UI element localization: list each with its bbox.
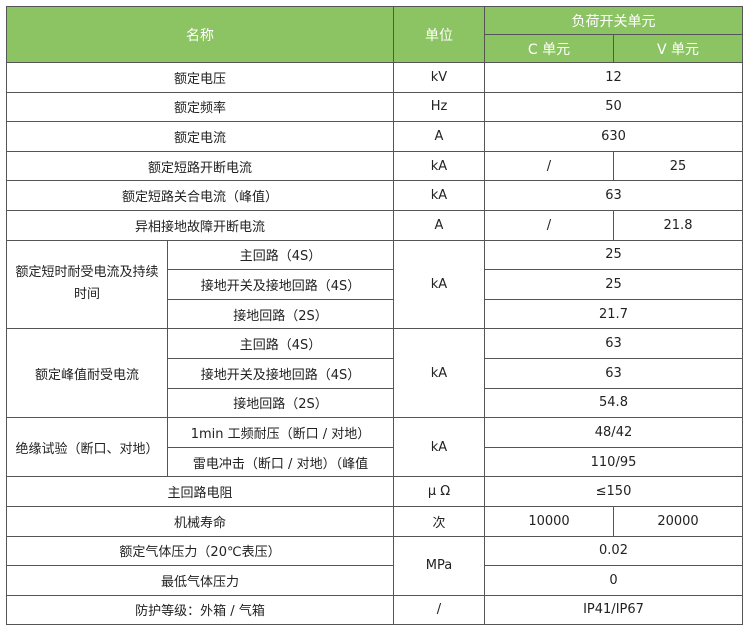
row-name: 额定短路开断电流 [6,150,394,182]
group-unit: MPa [393,535,485,596]
row-name: 额定短路关合电流（峰值） [6,180,394,211]
table-row: 绝缘试验（断口、对地） 1min 工频耐压（断口 / 对地） kA 48/42 [6,417,743,478]
row-unit: / [393,594,485,626]
row-value: 54.8 [484,387,743,419]
table-row: 主回路电阻 μ Ω ≤150 [6,476,743,507]
table-row: 额定电压 kV 12 [6,62,743,93]
table-row: 额定短路开断电流 kA/25 [6,150,743,182]
row-value: 50 [484,91,743,123]
table-row: 接地开关及接地回路（4S） 63 [7,357,743,389]
table-row: 额定短时耐受电流及持续时间 主回路（4S） kA 25 [6,239,743,330]
table-row: 最低气体压力 0 [6,565,743,596]
sub-name: 接地回路（2S） [167,298,394,330]
row-v-value: 25 [613,150,743,182]
sub-name: 雷电冲击（断口 / 对地）（峰值 [167,446,394,478]
row-name: 最低气体压力 [6,565,394,596]
header-row: 名称 单位 负荷开关单元 [6,6,743,63]
row-unit: 次 [393,505,485,537]
row-unit: kA [393,180,485,211]
header-c-unit: C 单元 [484,34,614,63]
row-unit: μ Ω [393,476,485,507]
row-value: 25 [484,239,743,271]
header-group: 负荷开关单元 [484,6,743,35]
row-c-value: / [484,150,614,182]
row-name: 额定电压 [6,62,394,93]
row-unit: Hz [393,91,485,123]
table-row: 额定频率 Hz 50 [6,91,743,123]
row-name: 异相接地故障开断电流 [6,209,394,241]
row-name: 额定电流 [6,121,394,152]
table-row: 防护等级：外箱 / 气箱 / IP41/IP67 [6,594,743,626]
header-unit: 单位 [393,6,485,63]
table-row: 接地回路（2S） 54.8 [7,387,743,419]
row-value: ≤150 [484,476,743,507]
table-row: 额定峰值耐受电流 主回路（4S） kA 63 [6,328,743,419]
row-name: 防护等级：外箱 / 气箱 [6,594,394,626]
group-name: 额定峰值耐受电流 [6,328,168,419]
table-row: 雷电冲击（断口 / 对地）（峰值 110/95 [7,446,743,478]
group-unit: kA [393,328,485,419]
row-c-value: / [484,209,614,241]
row-value: 0 [484,565,743,596]
row-v-value: 21.8 [613,209,743,241]
table-row: 额定短路关合电流（峰值） kA 63 [6,180,743,211]
header-v-unit: V 单元 [613,34,743,63]
row-unit: A [393,209,485,241]
row-value: 63 [484,357,743,389]
row-unit: kV [393,62,485,93]
table-row: 接地开关及接地回路（4S） 25 [7,269,743,300]
group-unit: kA [393,239,485,330]
row-value: 110/95 [484,446,743,478]
sub-name: 接地开关及接地回路（4S） [167,357,394,389]
row-value: 48/42 [484,417,743,448]
row-value: 0.02 [484,535,743,567]
spec-table: 名称 单位 负荷开关单元 C 单元 V 单元 额定电压 kV 12 额定频率 Hz 50… [6,6,743,626]
row-name: 主回路电阻 [6,476,394,507]
row-name: 机械寿命 [6,505,394,537]
row-value: 63 [484,180,743,211]
row-c-value: 10000 [484,505,614,537]
table-row: 额定气体压力（20℃表压） MPa 0.02 [6,535,743,596]
sub-name: 接地开关及接地回路（4S） [167,269,394,300]
group-unit: kA [393,417,485,478]
row-value: 630 [484,121,743,152]
row-name: 额定频率 [6,91,394,123]
table-row: 额定电流 A 630 [6,121,743,152]
row-value: 21.7 [484,298,743,330]
row-unit: kA [393,150,485,182]
header-subrow: C 单元 V 单元 [7,34,743,63]
sub-name: 主回路（4S） [167,328,394,359]
row-name: 额定气体压力（20℃表压） [6,535,394,567]
row-v-value: 20000 [613,505,743,537]
sub-name: 接地回路（2S） [167,387,394,419]
group-name: 额定短时耐受电流及持续时间 [6,239,168,330]
header-name: 名称 [6,6,394,63]
row-value: IP41/IP67 [484,594,743,626]
group-name: 绝缘试验（断口、对地） [6,417,168,478]
table-row: 机械寿命次 10000 20000 [6,505,743,537]
sub-name: 1min 工频耐压（断口 / 对地） [167,417,394,448]
table-row: 异相接地故障开断电流 A/21.8 [6,209,743,241]
row-value: 12 [484,62,743,93]
row-value: 63 [484,328,743,359]
table-row: 接地回路（2S） 21.7 [7,298,743,330]
sub-name: 主回路（4S） [167,239,394,271]
row-unit: A [393,121,485,152]
row-value: 25 [484,269,743,300]
